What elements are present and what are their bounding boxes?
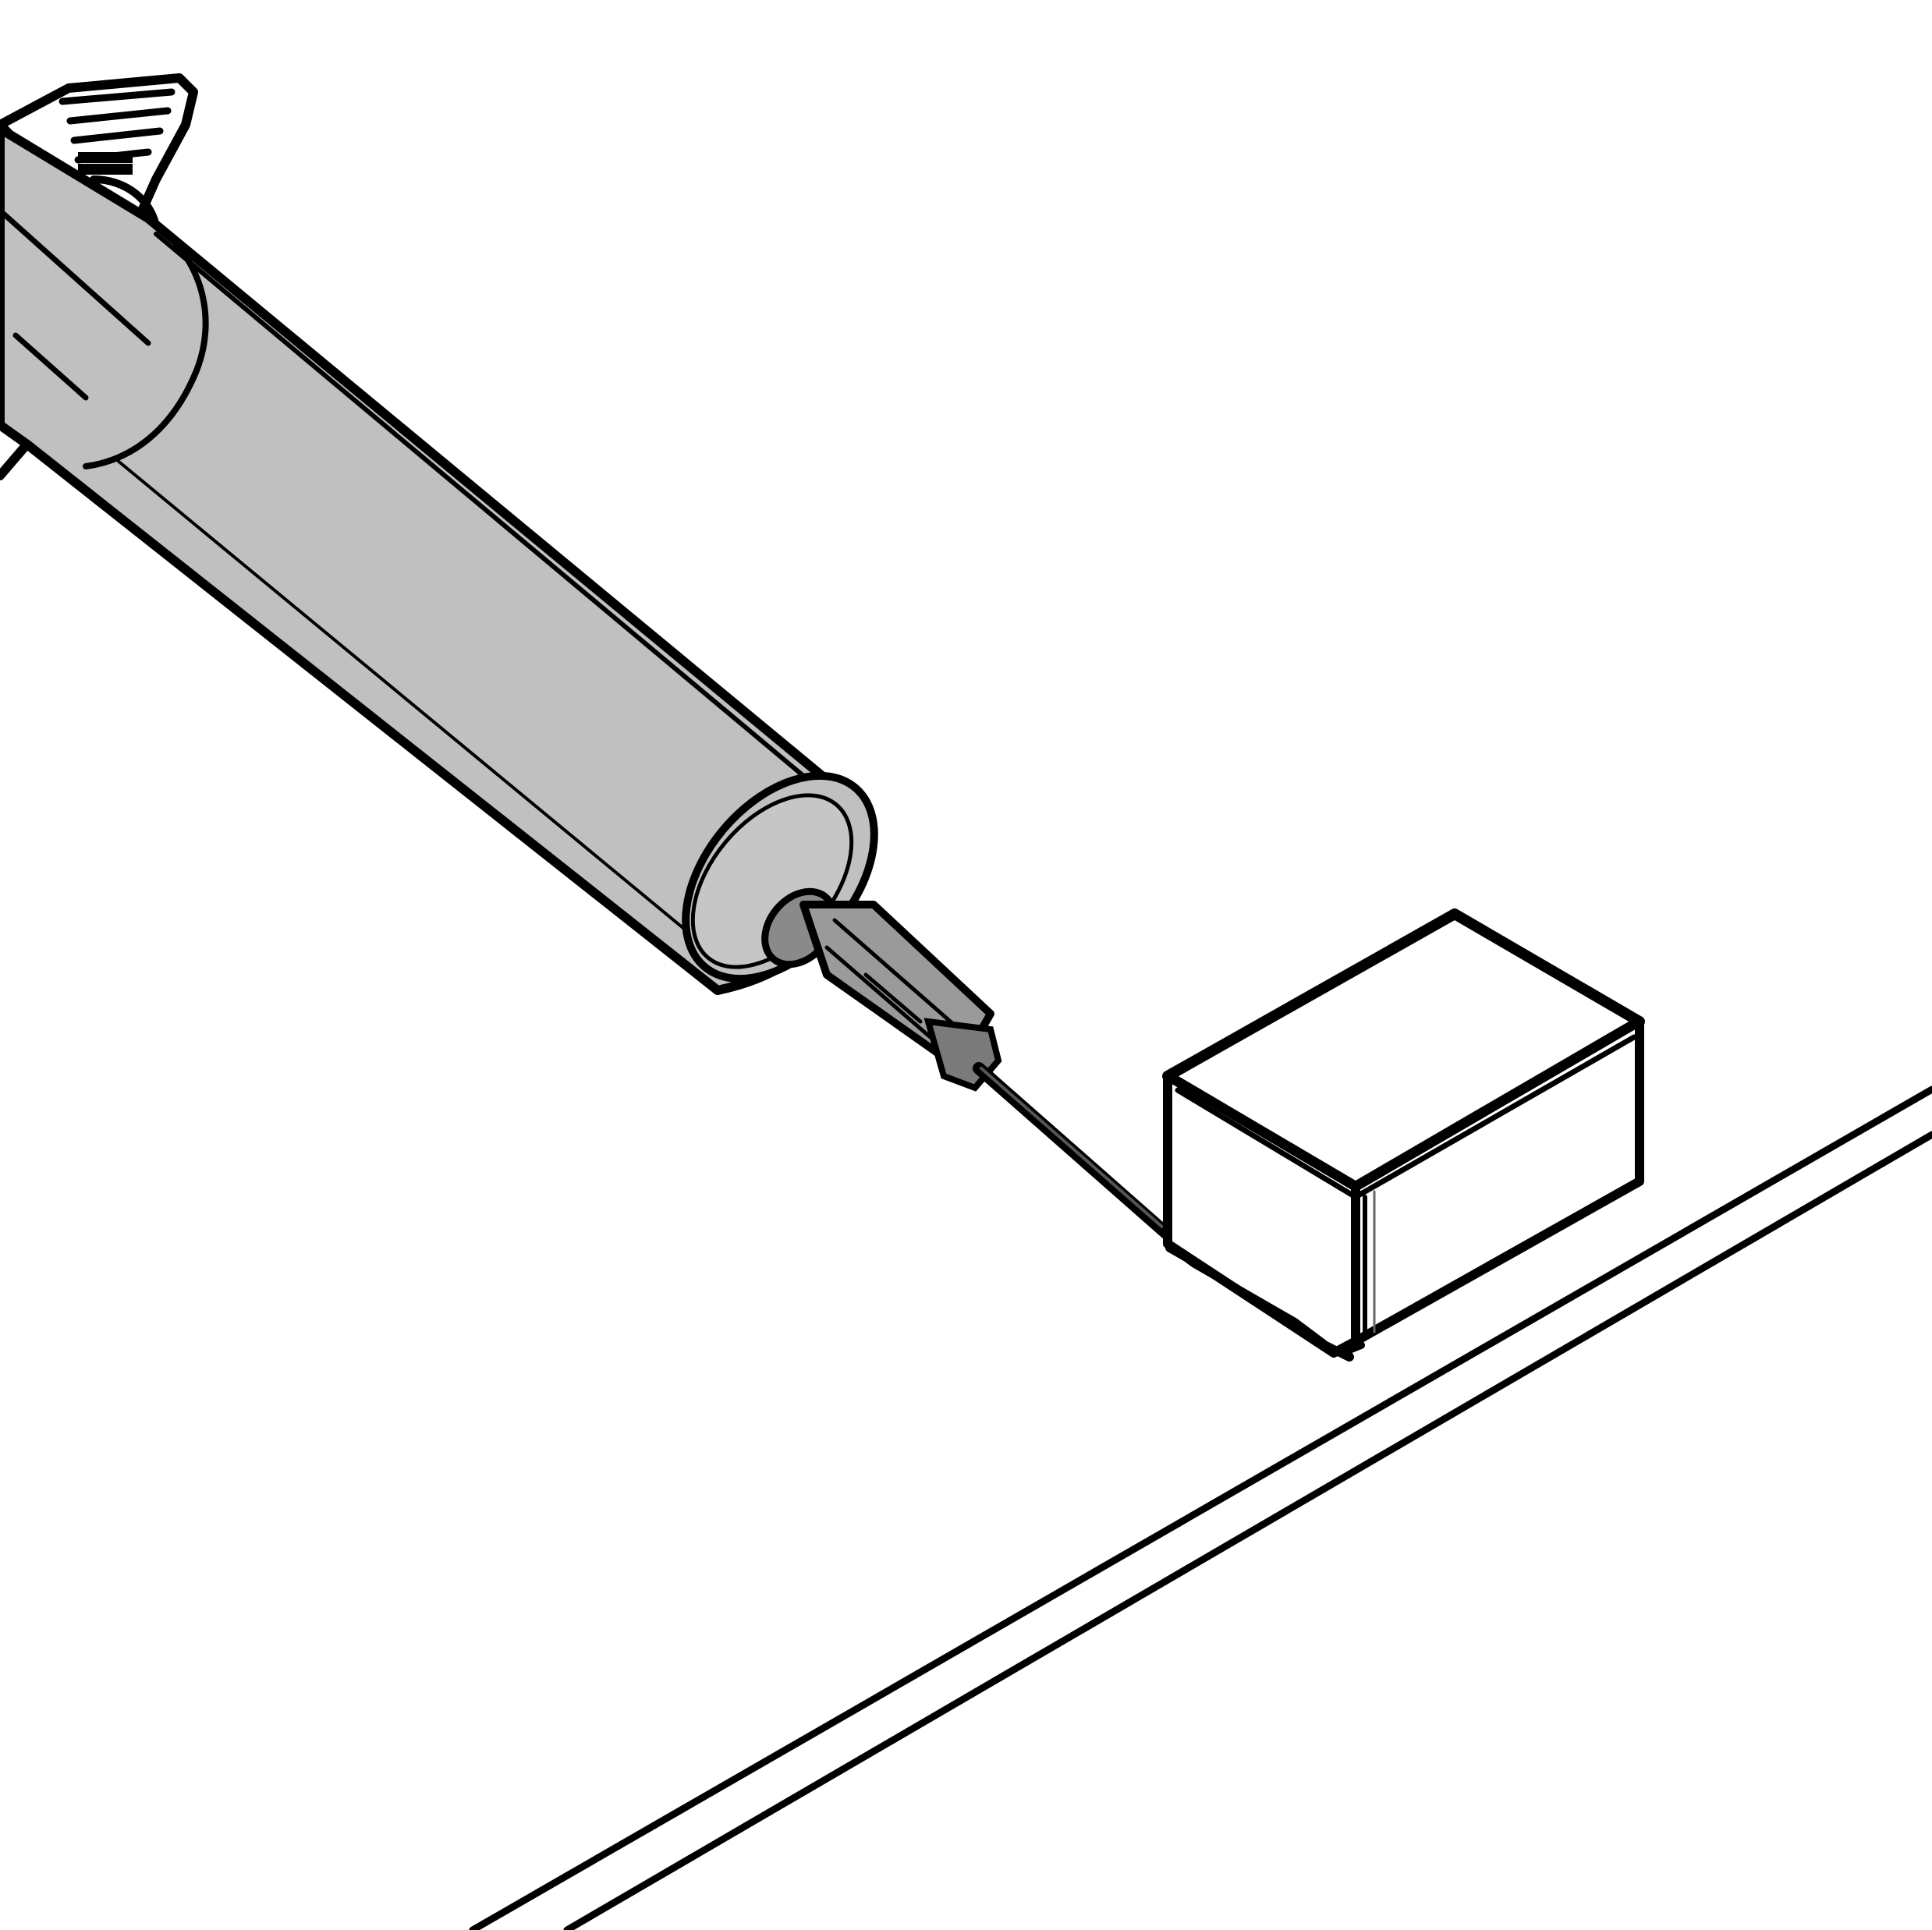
barrel-top-edge [154,232,829,798]
block-base-fillet [1164,1240,1365,1357]
block-top-edge-bevel [1175,1034,1637,1200]
dispensing-tip [761,887,1180,1246]
syringe-barrel [0,124,878,995]
substrate-edge [469,1085,1932,1930]
substrate-edge-line-lower [563,1131,1932,1930]
block-right-face [1351,1017,1644,1346]
component-block [1162,908,1645,1358]
substrate-edge-line-upper [469,1085,1932,1930]
barrel-piston-line [0,207,151,401]
barrel-highlight-line [115,459,704,945]
flange-ridge [58,88,175,164]
flange-slot-2 [78,164,133,175]
tip-hub-ribs [824,918,962,1051]
flange-slot-1 [78,152,133,163]
tip-needle-core [980,1067,1172,1235]
tip-needle [973,1062,1180,1246]
block-left-face [1163,1071,1360,1358]
